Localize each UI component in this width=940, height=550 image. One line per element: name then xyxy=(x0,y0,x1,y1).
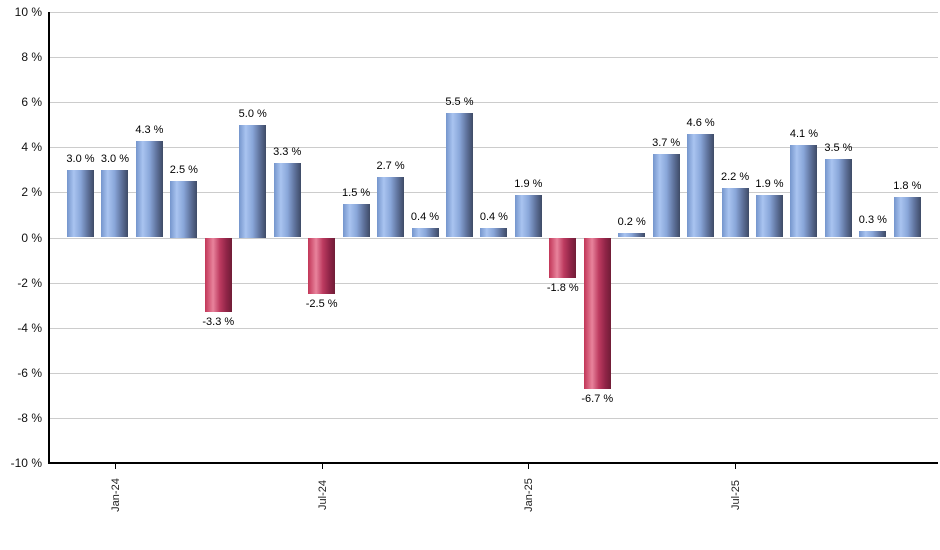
gridline xyxy=(48,147,938,149)
gridline xyxy=(48,327,938,329)
bar-value-label: 4.3 % xyxy=(135,123,164,136)
bar[interactable] xyxy=(273,163,301,238)
bar[interactable] xyxy=(893,196,921,238)
gridline xyxy=(48,102,938,104)
bar[interactable] xyxy=(687,133,715,238)
bar-value-label: 3.7 % xyxy=(652,137,681,150)
bar-value-label: 4.1 % xyxy=(789,128,819,141)
bar-value-label: 1.8 % xyxy=(893,179,922,192)
bar-value-label: 3.3 % xyxy=(273,146,302,159)
x-axis-tick-label: Jul-24 xyxy=(316,480,329,510)
y-axis-tick-label: 6 % xyxy=(21,95,42,110)
bar[interactable] xyxy=(514,194,542,238)
bar-value-label: -1.8 % xyxy=(546,282,579,295)
x-axis-tick-mark xyxy=(528,463,530,469)
y-axis-tick-label: 8 % xyxy=(21,50,42,65)
x-axis-tick-mark xyxy=(735,463,737,469)
bar[interactable] xyxy=(618,232,646,238)
bar[interactable] xyxy=(308,237,336,294)
bar[interactable] xyxy=(756,194,783,238)
y-axis-tick-label: -4 % xyxy=(17,320,42,335)
bar[interactable] xyxy=(204,237,232,312)
bar-value-label: 3.5 % xyxy=(824,141,853,154)
x-axis-tick-label: Jan-25 xyxy=(523,478,536,512)
bar[interactable] xyxy=(101,169,129,238)
bar[interactable] xyxy=(377,176,405,238)
y-axis-tick-label: 10 % xyxy=(14,5,42,19)
bar[interactable] xyxy=(445,113,473,238)
bar-value-label: 3.0 % xyxy=(100,152,130,165)
x-axis-tick-label: Jan-24 xyxy=(109,478,122,512)
y-axis-tick-label: 0 % xyxy=(21,230,42,245)
bar-value-label: -3.3 % xyxy=(202,315,235,328)
bar-value-label: 2.2 % xyxy=(720,170,750,183)
y-axis-tick-label: -6 % xyxy=(17,365,42,380)
gridline xyxy=(48,372,938,374)
y-axis-tick-label: -8 % xyxy=(17,410,42,425)
bar-value-label: 1.5 % xyxy=(342,186,371,199)
bar[interactable] xyxy=(790,145,818,238)
bar-value-label: 1.9 % xyxy=(755,177,784,190)
bar[interactable] xyxy=(824,158,852,238)
gridline xyxy=(48,282,938,284)
x-axis-tick-label: Jul-25 xyxy=(730,480,743,510)
y-axis-tick-label: 4 % xyxy=(21,140,42,155)
bar-value-label: 5.5 % xyxy=(445,96,474,109)
bar-value-label: 0.3 % xyxy=(858,213,887,226)
y-axis-line xyxy=(48,12,50,463)
bar-value-label: 1.9 % xyxy=(514,177,543,190)
y-axis-tick-label: -2 % xyxy=(17,275,42,290)
bar[interactable] xyxy=(480,228,508,238)
bar-value-label: 2.5 % xyxy=(169,164,198,177)
gridline xyxy=(48,12,938,13)
bar[interactable] xyxy=(721,187,749,238)
x-axis-tick-mark xyxy=(114,463,116,469)
bar[interactable] xyxy=(411,228,439,238)
gridline xyxy=(48,237,938,239)
y-axis-tick-label: -10 % xyxy=(10,456,42,470)
bar-value-label: 3.0 % xyxy=(66,152,95,165)
bar[interactable] xyxy=(239,124,267,238)
bar[interactable] xyxy=(135,140,163,238)
gridline xyxy=(48,417,938,419)
bar[interactable] xyxy=(549,237,577,279)
bar-value-label: 5.0 % xyxy=(238,107,267,120)
x-axis-line xyxy=(48,462,938,464)
bar[interactable] xyxy=(652,154,680,238)
bar[interactable] xyxy=(583,237,611,389)
bar-value-label: -2.5 % xyxy=(305,297,338,310)
bar[interactable] xyxy=(859,230,887,238)
bar-value-label: 0.4 % xyxy=(410,211,440,224)
bar[interactable] xyxy=(342,203,370,238)
bar[interactable] xyxy=(170,181,198,238)
x-axis-tick-mark xyxy=(321,463,323,469)
gridline xyxy=(48,57,938,59)
gridline xyxy=(48,192,938,194)
bar-value-label: 0.2 % xyxy=(617,215,646,228)
bar[interactable] xyxy=(67,169,94,238)
bar-value-label: 2.7 % xyxy=(376,159,405,172)
bar-value-label: 4.6 % xyxy=(686,116,715,129)
bar-value-label: 0.4 % xyxy=(479,211,508,224)
bar-value-label: -6.7 % xyxy=(581,392,614,405)
y-axis-tick-label: 2 % xyxy=(21,185,42,200)
